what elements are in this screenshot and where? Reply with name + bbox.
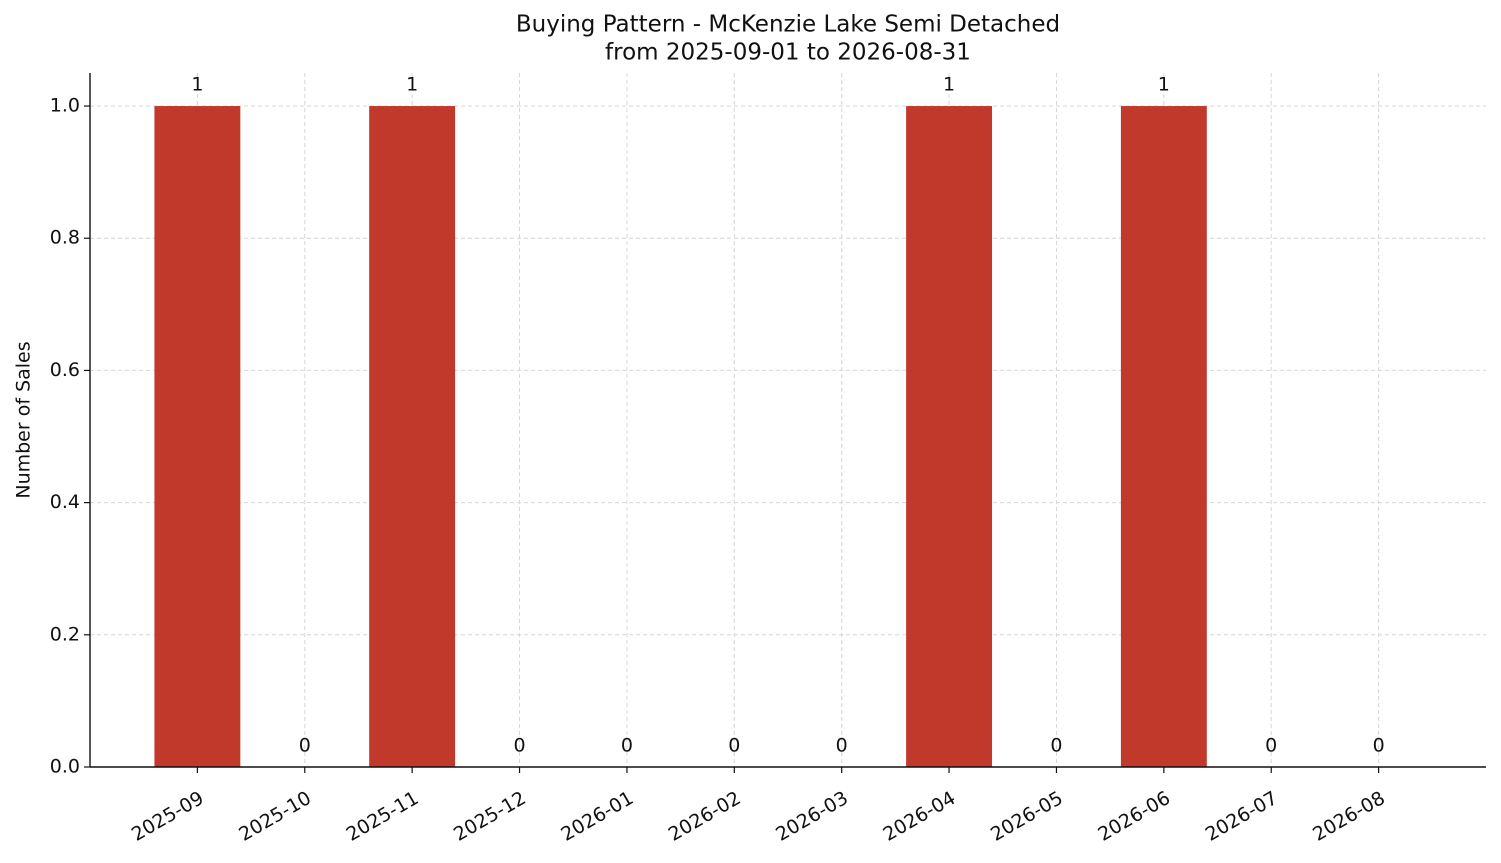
chart-subtitle: from 2025-09-01 to 2026-08-31: [605, 40, 971, 66]
value-label: 0: [836, 735, 848, 757]
value-label: 0: [1373, 735, 1385, 757]
x-tick-label: 2026-03: [772, 787, 852, 846]
y-axis-label: Number of Sales: [13, 341, 35, 498]
x-tick-label: 2025-12: [450, 787, 530, 846]
value-label: 0: [513, 735, 525, 757]
x-tick-label: 2026-02: [665, 787, 745, 846]
bar: [906, 106, 993, 768]
bar: [369, 106, 456, 768]
value-label: 0: [1050, 735, 1062, 757]
value-label: 1: [1158, 74, 1170, 96]
x-tick-label: 2026-04: [880, 787, 960, 846]
x-tick-label: 2026-05: [987, 787, 1067, 846]
y-tick-label: 0.6: [50, 359, 80, 381]
value-label: 1: [943, 74, 955, 96]
y-tick-label: 0.2: [50, 623, 80, 645]
y-tick-label: 1.0: [50, 95, 80, 117]
chart-title: Buying Pattern - McKenzie Lake Semi Deta…: [516, 12, 1060, 38]
bar: [154, 106, 241, 768]
value-label: 0: [621, 735, 633, 757]
x-tick-label: 2026-06: [1094, 787, 1174, 846]
y-tick-label: 0.4: [50, 491, 80, 513]
y-tick-label: 0.0: [50, 756, 80, 778]
value-label: 0: [299, 735, 311, 757]
x-tick-label: 2025-11: [343, 787, 423, 846]
value-label: 0: [728, 735, 740, 757]
bar: [1120, 106, 1207, 768]
y-tick-label: 0.8: [50, 227, 80, 249]
x-tick-label: 2026-07: [1202, 787, 1282, 846]
x-tick-label: 2026-01: [557, 787, 637, 846]
x-tick-label: 2025-09: [128, 787, 208, 846]
value-label: 1: [406, 74, 418, 96]
x-tick-label: 2025-10: [235, 787, 315, 846]
value-label: 0: [1265, 735, 1277, 757]
x-tick-label: 2026-08: [1309, 787, 1389, 846]
value-label: 1: [191, 74, 203, 96]
